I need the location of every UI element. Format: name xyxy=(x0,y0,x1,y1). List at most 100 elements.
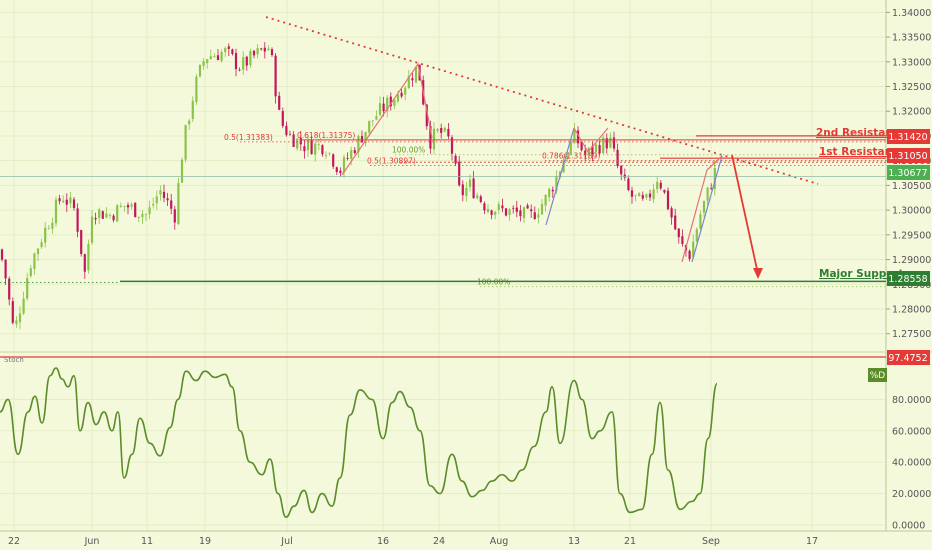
candle-body xyxy=(278,95,281,110)
candle-body xyxy=(69,197,72,204)
candle-body xyxy=(105,213,108,218)
candle-body xyxy=(501,205,504,209)
candle-body xyxy=(256,48,259,55)
second-resistance-badge xyxy=(887,129,930,144)
candle-body xyxy=(360,136,364,143)
candle-body xyxy=(40,242,43,248)
candle-body xyxy=(51,222,54,229)
price-tick-label: 1.29500 xyxy=(892,230,931,241)
candle-body xyxy=(94,217,97,220)
candle-body xyxy=(566,156,569,160)
candle-body xyxy=(188,120,191,125)
candle-body xyxy=(641,195,644,199)
major-support-badge xyxy=(887,271,930,286)
candle-body xyxy=(198,64,202,77)
candle-body xyxy=(29,268,32,277)
candle-body xyxy=(616,149,619,167)
candlestick-series xyxy=(0,42,716,330)
candle-body xyxy=(159,190,162,195)
candle-body xyxy=(26,277,29,299)
candle-body xyxy=(281,111,284,126)
time-tick-label: 21 xyxy=(624,536,636,547)
time-tick-label: Aug xyxy=(490,536,509,547)
candle-body xyxy=(519,210,522,217)
candle-body xyxy=(411,78,414,81)
candle-body xyxy=(656,181,659,190)
major-support-value: 1.28558 xyxy=(888,274,927,285)
candle-body xyxy=(591,146,594,154)
candle-body xyxy=(274,55,277,97)
candle-body xyxy=(695,229,698,242)
time-tick-label: 24 xyxy=(433,536,445,547)
candle-body xyxy=(173,209,176,223)
candle-body xyxy=(339,170,342,174)
candle-body xyxy=(562,160,565,173)
candle-body xyxy=(450,137,454,154)
candle-body xyxy=(162,191,166,198)
candle-body xyxy=(317,144,320,145)
candle-body xyxy=(584,150,587,156)
time-tick-label: Sep xyxy=(702,536,720,547)
candle-body xyxy=(580,141,583,151)
fib-level-label: 0.5(1.31383) xyxy=(224,133,273,142)
candle-body xyxy=(454,155,457,164)
candle-body xyxy=(627,178,630,190)
candle-body xyxy=(609,137,612,148)
stoch-tick-label: 0.0000 xyxy=(892,521,925,532)
pattern-leg-2 xyxy=(545,127,575,226)
candle-body xyxy=(605,138,608,149)
price-tick-label: 1.34000 xyxy=(892,8,931,19)
candle-body xyxy=(296,138,299,149)
time-tick-label: 16 xyxy=(377,536,389,547)
candle-body xyxy=(76,208,79,232)
candle-body xyxy=(224,48,227,53)
candle-body xyxy=(18,313,22,323)
candle-body xyxy=(310,140,313,155)
candle-body xyxy=(479,196,482,203)
candle-body xyxy=(443,128,446,132)
candle-body xyxy=(350,150,353,159)
candle-body xyxy=(526,205,529,209)
candle-body xyxy=(303,146,306,152)
candle-body xyxy=(378,103,382,115)
candle-body xyxy=(148,207,151,215)
candle-body xyxy=(252,50,256,56)
candle-body xyxy=(497,204,500,210)
candle-body xyxy=(116,205,119,222)
price-tick-label: 1.27500 xyxy=(892,329,931,340)
candle-body xyxy=(436,129,439,131)
candle-body xyxy=(612,137,616,149)
candle-body xyxy=(58,198,61,202)
candle-body xyxy=(227,46,230,49)
pattern-leg-1 xyxy=(341,62,433,176)
time-tick-label: 19 xyxy=(199,536,211,547)
candle-body xyxy=(87,243,90,271)
candle-body xyxy=(141,214,144,218)
candle-body xyxy=(180,159,184,183)
candle-body xyxy=(353,150,356,153)
candle-body xyxy=(177,182,180,224)
candle-body xyxy=(634,194,637,196)
candle-body xyxy=(202,61,205,66)
candle-body xyxy=(537,214,540,218)
candle-body xyxy=(393,99,396,106)
candle-body xyxy=(220,52,223,61)
candle-body xyxy=(540,204,544,215)
candle-body xyxy=(706,187,709,201)
candle-body xyxy=(447,128,450,137)
candle-body xyxy=(195,76,198,103)
candle-body xyxy=(357,135,360,153)
price-tick-label: 1.30000 xyxy=(892,206,931,217)
candle-body xyxy=(328,152,331,154)
candle-body xyxy=(62,200,65,203)
candle-body xyxy=(483,203,486,211)
fib-level-label: 0.5(1.30897) xyxy=(367,157,416,166)
candle-body xyxy=(260,48,263,50)
candle-body xyxy=(342,157,346,173)
time-tick-label: 13 xyxy=(568,536,580,547)
stoch-value: 97.4752 xyxy=(888,353,927,364)
fib-level-label: 100.00% xyxy=(392,146,425,155)
candle-body xyxy=(292,134,295,147)
